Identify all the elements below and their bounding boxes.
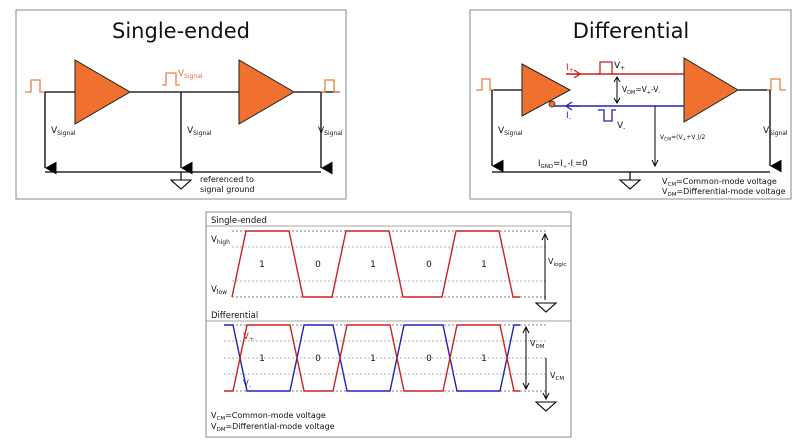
- diff-v-plus-pulse-icon: [596, 61, 616, 75]
- timing-v-minus: V-: [243, 379, 251, 390]
- timing-panel: Single-ended Vhigh Vlow 1 0 1 0 1 Vlogic…: [205, 211, 572, 438]
- se-ground-note-2: signal ground: [200, 185, 255, 194]
- differential-panel: Differential V+ V- I+ I- VDM=V+-V- VCM=(…: [469, 9, 792, 200]
- diff-v-minus-pulse-icon: [598, 109, 616, 122]
- timing-legend-cm: VCM=Common-mode voltage: [211, 411, 326, 422]
- diff-bit-1: 0: [315, 354, 321, 364]
- timing-v-logic: Vlogic: [548, 257, 566, 268]
- se-receiver-amplifier-icon: [238, 59, 295, 125]
- se-bit-3: 0: [426, 260, 432, 270]
- diff-v-minus-label: V-: [617, 121, 625, 132]
- diff-input-pulse-icon: [476, 78, 494, 91]
- diff-bit-3: 0: [426, 354, 432, 364]
- se-bit-4: 1: [481, 260, 487, 270]
- se-input-pulse-icon: [25, 79, 45, 93]
- diff-i-plus-label: I+: [566, 63, 574, 74]
- timing-differential-title: Differential: [211, 311, 258, 321]
- diff-vdm-equation: VDM=V+-V-: [622, 85, 660, 96]
- diff-driver-amplifier-icon: [521, 63, 572, 117]
- diff-receiver-amplifier-icon: [683, 57, 739, 123]
- diff-legend-cm: VCM=Common-mode voltage: [662, 177, 777, 188]
- diff-i-minus-arrow-icon: [564, 101, 580, 111]
- timing-legend-dm: VDM=Differential-mode voltage: [211, 422, 335, 433]
- timing-vdm-label: VDM: [530, 339, 545, 350]
- se-bit-1: 0: [315, 260, 321, 270]
- se-vsignal-mid: VSignal: [187, 126, 212, 137]
- diff-bit-2: 1: [370, 354, 376, 364]
- diff-ground-icon: [618, 179, 642, 190]
- diff-bit-4: 1: [481, 354, 487, 364]
- se-bit-0: 1: [259, 260, 265, 270]
- diff-vsignal-left: VSignal: [498, 126, 523, 137]
- se-line-pulse-icon: [162, 72, 180, 86]
- timing-v-high: Vhigh: [211, 235, 230, 246]
- diff-positive-waveform: [224, 324, 520, 392]
- timing-single-ended-title: Single-ended: [211, 216, 267, 226]
- se-vsignal-left: VSignal: [51, 126, 76, 137]
- single-ended-panel: Single-ended VSignal VSignal VSignal VSi…: [15, 9, 347, 200]
- timing-v-plus: V+: [243, 332, 254, 343]
- diff-legend-dm: VDM=Differential-mode voltage: [662, 187, 786, 198]
- timing-vcm-label: VCM: [550, 371, 564, 382]
- se-line-signal-label: VSignal: [178, 69, 203, 80]
- diff-bit-0: 1: [259, 354, 265, 364]
- se-driver-amplifier-icon: [74, 59, 131, 125]
- diff-timing-ground-icon: [534, 401, 558, 412]
- differential-title: Differential: [573, 19, 690, 43]
- se-timing-ground-icon: [534, 302, 558, 313]
- diff-i-minus-label: I-: [566, 111, 571, 122]
- diff-negative-waveform: [224, 324, 520, 392]
- se-vsignal-right: VSignal: [318, 126, 343, 137]
- se-ground-icon: [169, 179, 193, 190]
- se-bit-2: 1: [370, 260, 376, 270]
- diff-vcm-equation: VCM=(V++V-)/2: [660, 134, 706, 143]
- single-ended-title: Single-ended: [112, 19, 250, 43]
- se-ground-note-1: referenced to: [200, 175, 254, 184]
- diff-v-plus-label: V+: [614, 61, 625, 72]
- diff-ignd-equation: IGND=I+-I-=0: [538, 159, 588, 170]
- se-logic-waveform: [231, 230, 520, 298]
- timing-v-low: Vlow: [211, 285, 227, 296]
- diff-vsignal-right: VSignal: [763, 126, 788, 137]
- diff-i-plus-arrow-icon: [566, 69, 582, 79]
- se-output-pulse-icon: [320, 79, 340, 93]
